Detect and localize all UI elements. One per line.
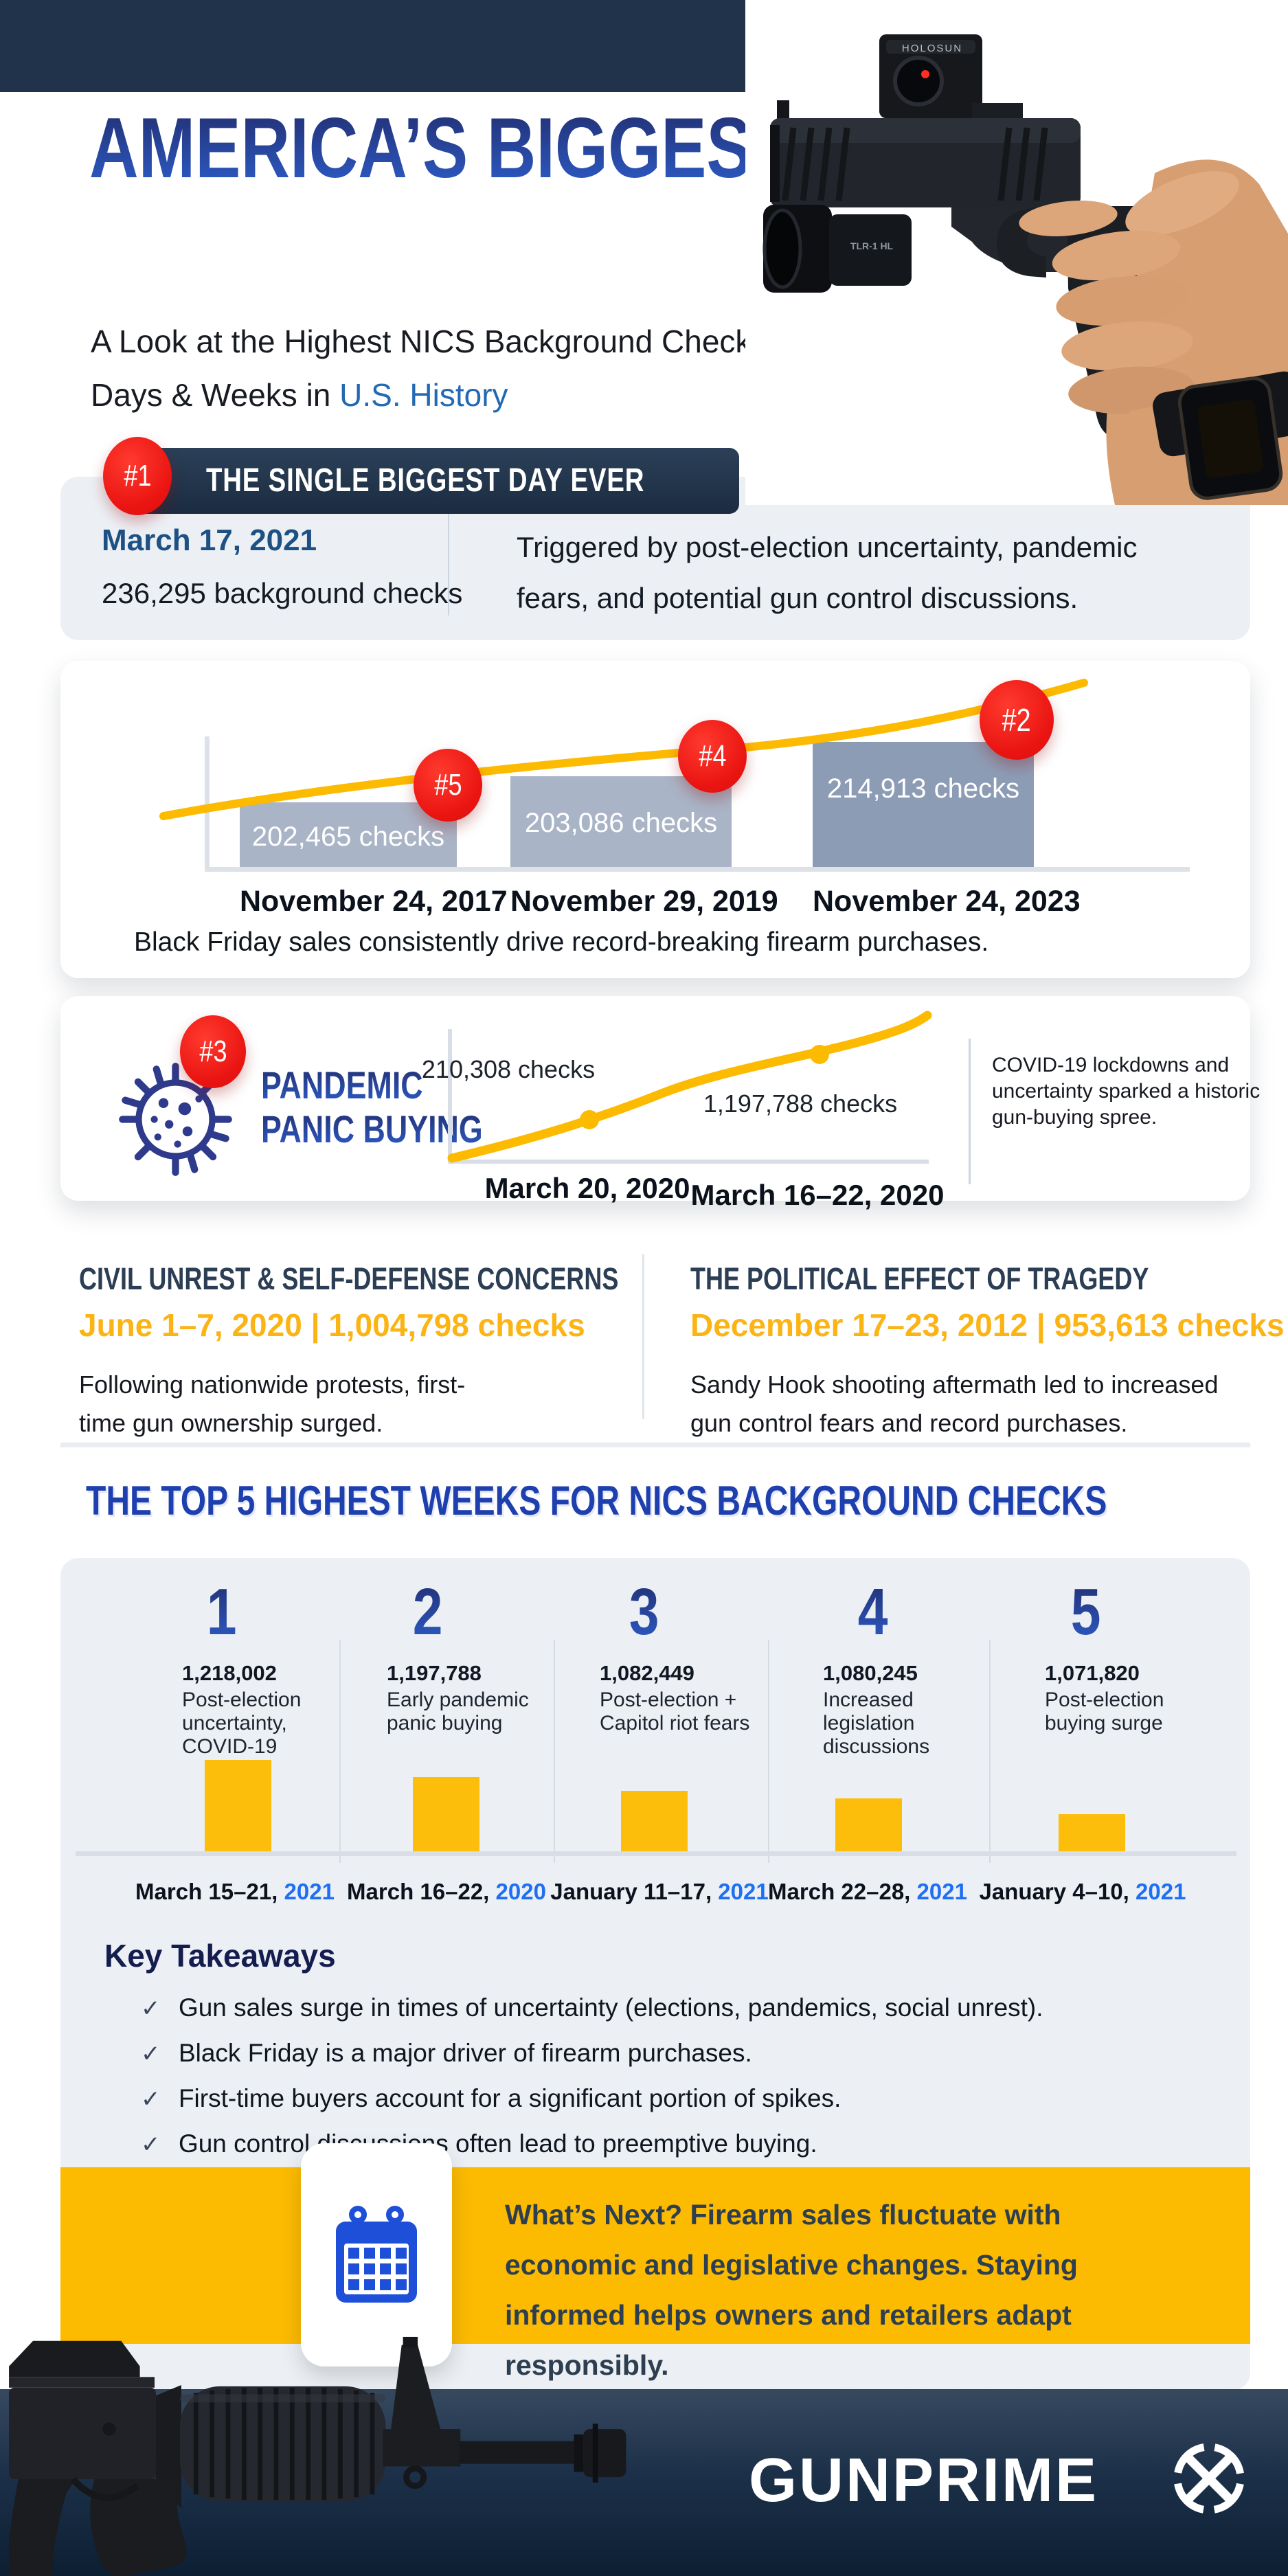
top5-desc-3: Post-election + Capitol riot fears — [600, 1688, 750, 1735]
top5-rank-2: 2 — [413, 1575, 443, 1649]
check-icon: ✓ — [141, 1996, 161, 2022]
optic-brand-text: HOLOSUN — [901, 43, 963, 54]
subtitle-line1: A Look at the Highest NICS Background Ch… — [91, 324, 752, 359]
event-civil-unrest-stat: June 1–7, 2020 | 1,004,798 checks — [79, 1307, 585, 1343]
top5-date-4: March 22–28, 2021 — [768, 1879, 967, 1904]
top5-desc-1: Post-election uncertainty, COVID-19 — [182, 1688, 302, 1758]
top5-value-1: 1,218,002 — [182, 1661, 277, 1685]
top5-value-4: 1,080,245 — [823, 1661, 918, 1685]
top5-bar-5 — [1059, 1814, 1125, 1851]
single-day-banner-label: THE SINGLE BIGGEST DAY EVER — [206, 462, 645, 499]
event-tragedy-title: THE POLITICAL EFFECT OF TRAGEDY — [690, 1261, 1149, 1296]
top5-rank-4: 4 — [858, 1575, 888, 1649]
single-day-date: March 17, 2021 — [102, 523, 317, 557]
bf-y-axis — [205, 736, 210, 872]
single-day-divider — [448, 508, 449, 615]
pandemic-point2-label: 1,197,788 checks — [703, 1089, 898, 1118]
top5-col-divider-3 — [768, 1640, 769, 1863]
top5-date-2: March 16–22, 2020 — [347, 1879, 546, 1904]
top5-bar-4 — [835, 1798, 902, 1851]
single-day-description: Triggered by post-election uncertainty, … — [517, 531, 1138, 614]
pandemic-point2-date: March 16–22, 2020 — [690, 1179, 945, 1211]
light-brand-text: TLR-1 HL — [850, 240, 894, 251]
event-tragedy-description: Sandy Hook shooting aftermath led to inc… — [690, 1370, 1219, 1437]
rank-5-badge: #5 — [414, 749, 482, 822]
top5-date-1: March 15–21, 2021 — [135, 1879, 335, 1904]
calendar-chip — [301, 2143, 452, 2366]
top5-title: THE TOP 5 HIGHEST WEEKS FOR NICS BACKGRO… — [86, 1478, 1107, 1524]
pandemic-title: PANDEMIC PANIC BUYING — [261, 1063, 483, 1151]
bf-bar-label-2017: 202,465 checks — [251, 822, 445, 852]
bf-bar-2017 — [240, 802, 457, 867]
top5-bar-1 — [205, 1760, 271, 1851]
top5-baseline — [76, 1851, 1236, 1856]
top5-col-divider-4 — [989, 1640, 991, 1863]
top5-rank-1: 1 — [207, 1575, 237, 1649]
top5-desc-2: Early pandemic panic buying — [387, 1688, 529, 1735]
pistol-illustration — [762, 34, 1288, 505]
top5-date-3: January 11–17, 2021 — [550, 1879, 769, 1904]
rifle-photo — [9, 2336, 626, 2576]
virus-icon — [119, 1063, 232, 1176]
top5-col-divider-1 — [339, 1640, 341, 1863]
check-icon: ✓ — [141, 2132, 161, 2158]
bf-bar-2019 — [510, 776, 732, 867]
rank-2-badge: #2 — [980, 680, 1054, 760]
check-icon: ✓ — [141, 2086, 161, 2112]
takeaways-title: Key Takeaways — [104, 1938, 336, 1974]
takeaway-item-1: ✓ Gun sales surge in times of uncertaint… — [141, 1993, 1043, 2022]
page-title-line1: AMERICA’S BIGGEST — [89, 101, 794, 196]
bf-bar-label-2019: 203,086 checks — [524, 808, 718, 838]
takeaway-item-3: ✓ First-time buyers account for a signif… — [141, 2084, 841, 2112]
single-day-banner: THE SINGLE BIGGEST DAY EVER — [135, 448, 739, 514]
rank-4-badge: #4 — [678, 720, 747, 793]
event-civil-unrest-description: Following nationwide protests, first-tim… — [79, 1370, 466, 1437]
pistol-photo: HOLOSUN TLR-1 HL — [745, 0, 1288, 505]
rank-1-badge: #1 — [103, 437, 172, 515]
top5-desc-4: Increased legislation discussions — [823, 1688, 930, 1758]
top5-bar-2 — [413, 1777, 479, 1851]
single-day-stat: 236,295 background checks — [102, 577, 463, 609]
top5-value-3: 1,082,449 — [600, 1661, 694, 1685]
top5-col-divider-2 — [554, 1640, 555, 1863]
event-tragedy-stat: December 17–23, 2012 | 953,613 checks — [690, 1307, 1285, 1343]
top5-date-5: January 4–10, 2021 — [979, 1879, 1186, 1904]
events-divider — [642, 1254, 644, 1419]
event-civil-unrest-title: CIVIL UNREST & SELF-DEFENSE CONCERNS — [79, 1261, 619, 1296]
page-title-line2: GUN-BUYING SURGES — [89, 210, 873, 305]
whats-next-text: What’s Next? Firearm sales fluctuate wit… — [505, 2199, 1078, 2381]
whats-next-banner — [60, 2167, 1250, 2344]
bf-baseline — [205, 867, 1190, 872]
brand-circle-x-icon — [1173, 2443, 1245, 2514]
pandemic-point1-date: March 20, 2020 — [484, 1172, 690, 1204]
pandemic-divider — [969, 1039, 971, 1184]
pandemic-point1-label: 210,308 checks — [421, 1055, 596, 1083]
pandemic-description: COVID-19 lockdowns and uncertainty spark… — [992, 1054, 1261, 1129]
check-icon: ✓ — [141, 2041, 161, 2067]
top5-desc-5: Post-election buying surge — [1045, 1688, 1164, 1735]
bf-bar-2023 — [813, 742, 1034, 867]
top5-rank-3: 3 — [629, 1575, 659, 1649]
top5-rank-5: 5 — [1071, 1575, 1101, 1649]
rank-3-badge: #3 — [180, 1015, 246, 1088]
bf-bar-label-2023: 214,913 checks — [826, 773, 1020, 804]
calendar-icon — [336, 2206, 417, 2303]
subtitle-line2: Days & Weeks in U.S. History — [91, 377, 508, 413]
top5-value-2: 1,197,788 — [387, 1661, 482, 1685]
takeaway-item-4: ✓ Gun control discussions often lead to … — [141, 2129, 817, 2158]
top5-value-5: 1,071,820 — [1045, 1661, 1140, 1685]
top5-bar-3 — [621, 1791, 688, 1851]
events-bottom-rule — [60, 1443, 1250, 1447]
pandemic-line-chart — [447, 1010, 932, 1164]
brand-logo-text: GUNPRIME — [749, 2446, 1099, 2515]
bf-caption: Black Friday sales consistently drive re… — [134, 927, 989, 957]
subtitle-highlight: U.S. History — [339, 377, 508, 413]
takeaway-item-2: ✓ Black Friday is a major driver of fire… — [141, 2039, 752, 2067]
